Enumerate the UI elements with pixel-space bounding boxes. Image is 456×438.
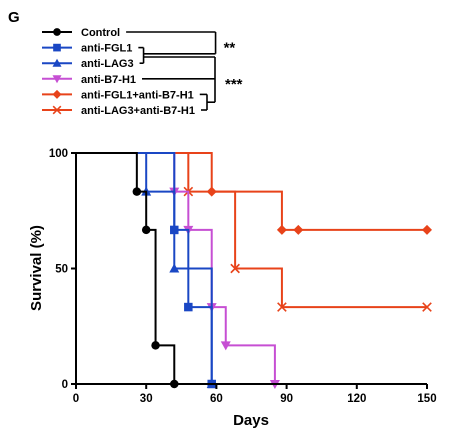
legend-marker: [52, 58, 62, 67]
series-control: [76, 152, 179, 389]
data-point: [276, 224, 287, 235]
legend-marker: [53, 43, 61, 52]
legend-item-anti-fgl1: anti-FGL1: [42, 43, 132, 55]
significance-label: ***: [225, 76, 243, 93]
series-anti-lag3: [76, 152, 217, 388]
legend-label: anti-FGL1: [81, 43, 132, 55]
legend-label: Control: [81, 27, 120, 39]
data-point: [151, 341, 160, 350]
data-point: [220, 341, 231, 351]
data-point: [422, 224, 432, 235]
legend: Control anti-FGL1 anti-LAG3 anti-B7-H1 anti-…: [42, 27, 195, 117]
data-point: [141, 225, 151, 235]
y-tick-label: 0: [62, 379, 68, 391]
legend-marker: [52, 105, 62, 115]
series-line: [76, 152, 427, 231]
y-tick-label: 100: [49, 148, 68, 160]
series-anti-fgl1-anti-b7-h1: [76, 152, 432, 235]
y-axis-title: Survival (%): [28, 225, 45, 311]
legend-item-anti-lag3: anti-LAG3: [42, 58, 134, 70]
panel-label: G: [8, 9, 20, 26]
x-tick-label: 60: [210, 393, 223, 405]
series-line: [76, 152, 176, 384]
legend-item-anti-b7-h1: anti-B7-H1: [42, 74, 136, 86]
legend-item-anti-fgl1-anti-b7-h1: anti-FGL1+anti-B7-H1: [42, 89, 194, 101]
legend-label: anti-LAG3+anti-B7-H1: [81, 105, 195, 117]
plot-area: [76, 152, 432, 389]
x-tick-label: 30: [140, 393, 153, 405]
x-tick-label: 120: [347, 393, 366, 405]
series-line: [76, 152, 427, 309]
data-point: [184, 302, 193, 312]
series-anti-lag3-anti-b7-h1: [76, 152, 432, 312]
data-point: [169, 263, 180, 273]
legend-marker: [53, 28, 61, 36]
x-tick-label: 150: [417, 393, 436, 405]
series-line: [76, 152, 213, 384]
data-point: [230, 263, 240, 274]
legend-label: anti-FGL1+anti-B7-H1: [81, 89, 194, 101]
significance-brackets: *****: [126, 31, 243, 111]
legend-item-anti-lag3-anti-b7-h1: anti-LAG3+anti-B7-H1: [42, 105, 195, 117]
data-point: [206, 186, 217, 197]
legend-label: anti-LAG3: [81, 58, 134, 70]
x-tick-label: 90: [280, 393, 293, 405]
legend-marker: [52, 75, 62, 84]
x-tick-label: 0: [73, 393, 79, 405]
significance-label: **: [224, 40, 236, 57]
data-point: [422, 302, 432, 312]
legend-label: anti-B7-H1: [81, 74, 136, 86]
legend-marker: [52, 89, 62, 99]
data-point: [277, 302, 287, 312]
axes: 0 30 60 90 120 150 0 50 100: [49, 148, 437, 405]
x-axis-title: Days: [233, 412, 269, 429]
y-tick-label: 50: [55, 264, 68, 276]
legend-item-control: Control: [42, 27, 120, 39]
data-point: [132, 187, 142, 196]
data-point: [293, 224, 304, 235]
data-point: [170, 225, 179, 235]
